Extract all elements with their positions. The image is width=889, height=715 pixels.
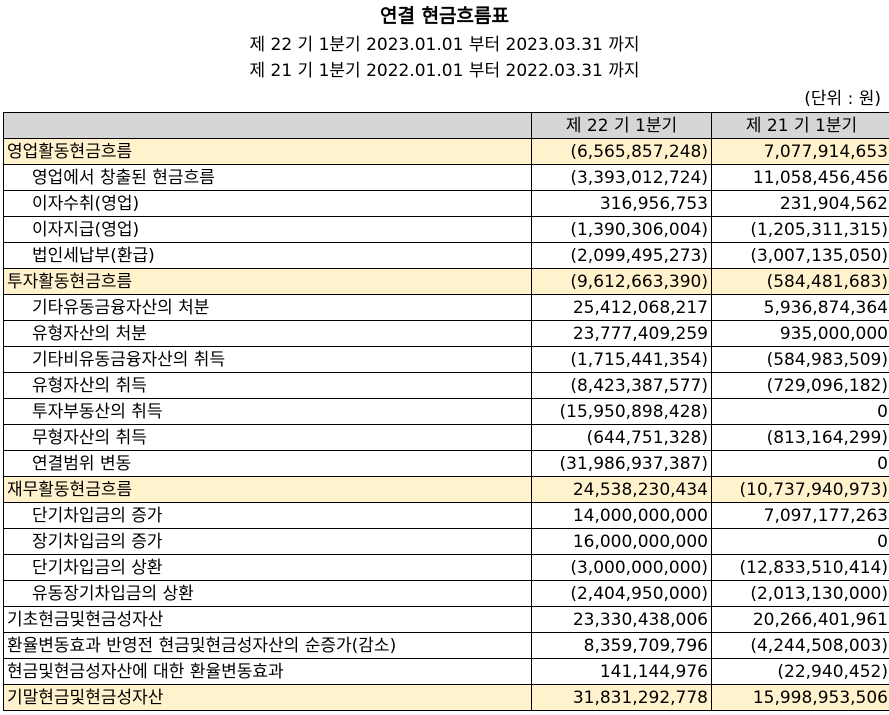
- period-prior: 제 21 기 1분기 2022.01.01 부터 2022.03.31 까지: [249, 61, 640, 81]
- table-row: 기말현금및현금성자산 31,831,292,778 15,998,953,506: [3, 684, 889, 711]
- table-row: 재무활동현금흐름 24,538,230,434 (10,737,940,973): [3, 476, 889, 503]
- row-label: 유형자산의 취득: [3, 372, 532, 399]
- table-row: 기초현금및현금성자산 23,330,438,006 20,266,401,961: [3, 606, 889, 633]
- current-period-value: (1,715,441,354): [531, 346, 712, 373]
- row-label: 유동장기차입금의 상환: [3, 580, 532, 607]
- current-period-value: (8,423,387,577): [531, 372, 712, 399]
- table-row: 유형자산의 처분 23,777,409,259 935,000,000: [3, 320, 889, 347]
- current-period-value: 23,330,438,006: [531, 606, 712, 633]
- prior-period-value: 11,058,456,456: [711, 164, 889, 191]
- prior-period-value: (729,096,182): [711, 372, 889, 399]
- row-label: 환율변동효과 반영전 현금및현금성자산의 순증가(감소): [3, 632, 532, 659]
- current-period-value: (1,390,306,004): [531, 216, 712, 243]
- row-label: 무형자산의 취득: [3, 424, 532, 451]
- row-label: 기타비유동금융자산의 취득: [3, 346, 532, 373]
- prior-period-value: 7,077,914,653: [711, 138, 889, 165]
- row-label: 영업활동현금흐름: [3, 138, 532, 165]
- table-row: 연결범위 변동 (31,986,937,387) 0: [3, 450, 889, 477]
- header-label-column: [3, 112, 532, 139]
- prior-period-value: (10,737,940,973): [711, 476, 889, 503]
- prior-period-value: 7,097,177,263: [711, 502, 889, 529]
- prior-period-value: 15,998,953,506: [711, 684, 889, 711]
- prior-period-value: 0: [711, 450, 889, 477]
- current-period-value: 31,831,292,778: [531, 684, 712, 711]
- prior-period-value: (3,007,135,050): [711, 242, 889, 269]
- current-period-value: 24,538,230,434: [531, 476, 712, 503]
- row-label: 투자활동현금흐름: [3, 268, 532, 295]
- prior-period-value: (2,013,130,000): [711, 580, 889, 607]
- table-row: 유동장기차입금의 상환 (2,404,950,000) (2,013,130,000…: [3, 580, 889, 607]
- row-label: 투자부동산의 취득: [3, 398, 532, 425]
- table-row: 투자부동산의 취득 (15,950,898,428) 0: [3, 398, 889, 425]
- row-label: 이자지급(영업): [3, 216, 532, 243]
- row-label: 장기차입금의 증가: [3, 528, 532, 555]
- header-current-period: 제 22 기 1분기: [531, 112, 712, 139]
- table-row: 이자지급(영업) (1,390,306,004) (1,205,311,315): [3, 216, 889, 243]
- row-label: 연결범위 변동: [3, 450, 532, 477]
- prior-period-value: (584,481,683): [711, 268, 889, 295]
- table-row: 영업활동현금흐름 (6,565,857,248) 7,077,914,653: [3, 138, 889, 165]
- current-period-value: (3,000,000,000): [531, 554, 712, 581]
- row-label: 이자수취(영업): [3, 190, 532, 217]
- table-row: 이자수취(영업) 316,956,753 231,904,562: [3, 190, 889, 217]
- table-row: 무형자산의 취득 (644,751,328) (813,164,299): [3, 424, 889, 451]
- prior-period-value: (12,833,510,414): [711, 554, 889, 581]
- row-label: 유형자산의 처분: [3, 320, 532, 347]
- header-prior-period: 제 21 기 1분기: [711, 112, 889, 139]
- prior-period-value: (22,940,452): [711, 658, 889, 685]
- prior-period-value: 231,904,562: [711, 190, 889, 217]
- prior-period-value: (813,164,299): [711, 424, 889, 451]
- current-period-value: (31,986,937,387): [531, 450, 712, 477]
- current-period-value: 141,144,976: [531, 658, 712, 685]
- table-row: 기타유동금융자산의 처분 25,412,068,217 5,936,874,364: [3, 294, 889, 321]
- current-period-value: 16,000,000,000: [531, 528, 712, 555]
- current-period-value: 8,359,709,796: [531, 632, 712, 659]
- current-period-value: (2,099,495,273): [531, 242, 712, 269]
- prior-period-value: 20,266,401,961: [711, 606, 889, 633]
- row-label: 단기차입금의 증가: [3, 502, 532, 529]
- table-row: 현금및현금성자산에 대한 환율변동효과 141,144,976 (22,940,45…: [3, 658, 889, 685]
- current-period-value: (644,751,328): [531, 424, 712, 451]
- cash-flow-table: 제 22 기 1분기 제 21 기 1분기 영업활동현금흐름 (6,565,857…: [3, 112, 889, 711]
- table-header-row: 제 22 기 1분기 제 21 기 1분기: [3, 112, 889, 139]
- table-row: 유형자산의 취득 (8,423,387,577) (729,096,182): [3, 372, 889, 399]
- prior-period-value: (4,244,508,003): [711, 632, 889, 659]
- row-label: 법인세납부(환급): [3, 242, 532, 269]
- table-row: 단기차입금의 증가 14,000,000,000 7,097,177,263: [3, 502, 889, 529]
- table-row: 법인세납부(환급) (2,099,495,273) (3,007,135,050): [3, 242, 889, 269]
- prior-period-value: 0: [711, 398, 889, 425]
- table-body: 영업활동현금흐름 (6,565,857,248) 7,077,914,653 영업에서…: [3, 138, 889, 711]
- row-label: 기타유동금융자산의 처분: [3, 294, 532, 321]
- table-row: 기타비유동금융자산의 취득 (1,715,441,354) (584,983,509…: [3, 346, 889, 373]
- current-period-value: (15,950,898,428): [531, 398, 712, 425]
- current-period-value: (6,565,857,248): [531, 138, 712, 165]
- row-label: 영업에서 창출된 현금흐름: [3, 164, 532, 191]
- prior-period-value: 5,936,874,364: [711, 294, 889, 321]
- statement-title: 연결 현금흐름표: [380, 5, 509, 27]
- row-label: 현금및현금성자산에 대한 환율변동효과: [3, 658, 532, 685]
- table-row: 장기차입금의 증가 16,000,000,000 0: [3, 528, 889, 555]
- table-row: 단기차입금의 상환 (3,000,000,000) (12,833,510,414): [3, 554, 889, 581]
- current-period-value: 25,412,068,217: [531, 294, 712, 321]
- table-row: 투자활동현금흐름 (9,612,663,390) (584,481,683): [3, 268, 889, 295]
- current-period-value: (2,404,950,000): [531, 580, 712, 607]
- current-period-value: (9,612,663,390): [531, 268, 712, 295]
- row-label: 기말현금및현금성자산: [3, 684, 532, 711]
- prior-period-value: 0: [711, 528, 889, 555]
- unit-label: (단위 : 원): [804, 89, 881, 109]
- current-period-value: 23,777,409,259: [531, 320, 712, 347]
- table-row: 환율변동효과 반영전 현금및현금성자산의 순증가(감소) 8,359,709,79…: [3, 632, 889, 659]
- row-label: 단기차입금의 상환: [3, 554, 532, 581]
- prior-period-value: (584,983,509): [711, 346, 889, 373]
- current-period-value: 14,000,000,000: [531, 502, 712, 529]
- period-current: 제 22 기 1분기 2023.01.01 부터 2023.03.31 까지: [249, 35, 640, 55]
- current-period-value: (3,393,012,724): [531, 164, 712, 191]
- current-period-value: 316,956,753: [531, 190, 712, 217]
- row-label: 재무활동현금흐름: [3, 476, 532, 503]
- prior-period-value: (1,205,311,315): [711, 216, 889, 243]
- prior-period-value: 935,000,000: [711, 320, 889, 347]
- table-row: 영업에서 창출된 현금흐름 (3,393,012,724) 11,058,456,4…: [3, 164, 889, 191]
- row-label: 기초현금및현금성자산: [3, 606, 532, 633]
